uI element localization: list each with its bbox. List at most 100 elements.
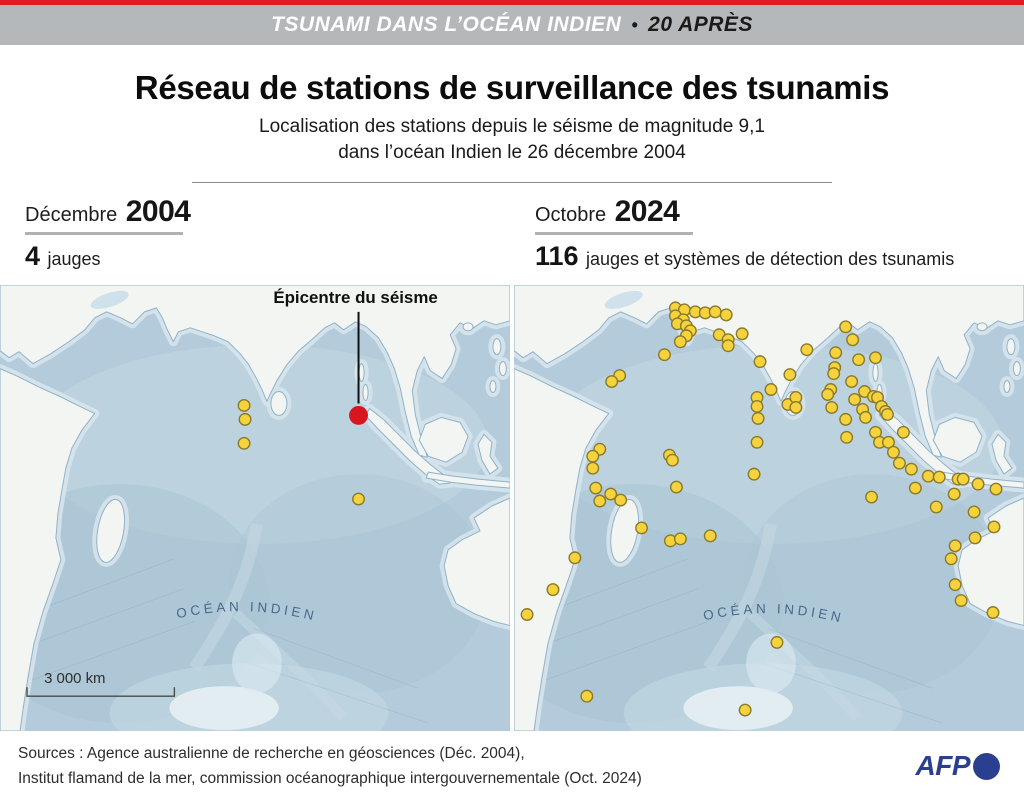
period-year: 2024 <box>614 195 680 229</box>
station-count-label: jauges <box>47 248 101 269</box>
station-dot <box>669 480 683 494</box>
afp-logo: AFP <box>915 750 1000 782</box>
station-dot <box>886 446 900 460</box>
afp-wordmark: AFP <box>915 750 971 782</box>
station-dot <box>968 531 982 545</box>
station-count: 116 <box>535 240 579 271</box>
top-red-bar <box>0 0 1024 5</box>
station-dot <box>859 411 873 425</box>
page-subtitle: Localisation des stations depuis le séis… <box>0 114 1024 165</box>
period-underline <box>25 232 183 235</box>
divider-rule <box>192 182 832 184</box>
station-dot <box>586 461 600 475</box>
station-dot <box>892 457 906 470</box>
station-dot <box>605 375 619 389</box>
station-dot <box>520 608 534 622</box>
station-dot <box>827 367 841 381</box>
station-dot <box>546 583 560 597</box>
source-line-2: Institut flamand de la mer, commission o… <box>18 770 642 788</box>
station-dot <box>750 436 764 450</box>
station-dot <box>956 472 970 486</box>
station-dot <box>971 477 985 491</box>
station-dot <box>589 481 603 495</box>
station-count-label: jauges et systèmes de détection des tsun… <box>586 248 955 269</box>
footer: Sources : Agence australienne de recherc… <box>0 731 1024 791</box>
station-count: 4 <box>25 240 41 271</box>
kicker-series-title: TSUNAMI DANS L’OCÉAN INDIEN <box>271 13 622 36</box>
station-dot <box>908 481 922 495</box>
period-line: Octobre 2024 <box>535 195 1024 229</box>
station-dot <box>948 578 962 592</box>
station-dot <box>986 606 1000 620</box>
period-underline <box>535 232 693 235</box>
station-dot <box>604 487 618 501</box>
station-dot <box>657 348 671 362</box>
station-dot <box>821 388 835 402</box>
station-dot <box>840 431 854 445</box>
station-dot <box>751 412 765 426</box>
station-dot <box>848 393 862 407</box>
station-dot <box>929 500 943 514</box>
station-dot <box>593 494 607 508</box>
station-dot <box>825 401 839 415</box>
subtitle-line-2: dans l’océan Indien le 26 décembre 2004 <box>338 141 686 163</box>
station-dot <box>839 413 853 427</box>
station-dot <box>839 320 853 334</box>
panel-header-2024: Octobre 2024 116 jauges et systèmes de d… <box>513 195 1024 283</box>
period-month: Décembre <box>25 204 118 227</box>
station-dot <box>800 343 814 357</box>
station-dot <box>635 521 649 535</box>
maps-row: OCÉAN INDIEN Épicentre du séisme 3 000 km … <box>0 285 1024 732</box>
afp-circle-icon <box>973 752 1000 780</box>
station-dot <box>865 490 879 504</box>
epicenter-dot <box>349 406 368 426</box>
station-dot <box>869 351 882 365</box>
station-dot <box>237 437 251 451</box>
station-dot <box>829 346 843 360</box>
station-dot <box>764 383 778 397</box>
station-dot <box>954 594 968 608</box>
station-dot <box>880 408 894 422</box>
station-dot <box>770 636 784 650</box>
station-dot <box>747 467 761 481</box>
station-dot <box>921 469 935 483</box>
station-dot <box>753 355 767 369</box>
station-dot <box>948 539 962 553</box>
station-dot <box>673 532 687 546</box>
station-dot <box>987 520 1001 534</box>
sources-note: Sources : Agence australienne de recherc… <box>18 741 642 791</box>
station-dot <box>989 482 1003 496</box>
station-dot <box>904 462 918 476</box>
station-dot <box>719 308 733 322</box>
station-dot <box>580 689 594 703</box>
station-dot <box>852 353 866 367</box>
station-dot <box>586 450 600 463</box>
period-line: Décembre 2004 <box>25 195 513 229</box>
station-dot <box>735 327 749 341</box>
station-dot <box>721 339 735 353</box>
kicker-bullet: • <box>631 14 639 35</box>
station-dot <box>789 401 803 415</box>
kicker-episode: 20 APRÈS <box>648 13 753 36</box>
map-2024: OCÉAN INDIEN <box>514 285 1024 732</box>
station-dot <box>673 335 687 349</box>
station-dot <box>947 487 961 501</box>
count-line: 116 jauges et systèmes de détection des … <box>535 241 1024 272</box>
scale-label: 3 000 km <box>44 670 105 687</box>
period-year: 2004 <box>125 195 191 229</box>
scale-bar <box>26 687 176 698</box>
station-dot <box>896 426 910 440</box>
count-line: 4 jauges <box>25 241 513 272</box>
station-dot <box>967 505 981 519</box>
station-dot <box>738 703 752 717</box>
source-line-1: Sources : Agence australienne de recherc… <box>18 745 525 763</box>
station-dot <box>614 493 628 507</box>
period-month: Octobre <box>535 204 607 227</box>
page-title: Réseau de stations de surveillance des t… <box>134 69 890 106</box>
station-dot <box>783 368 797 382</box>
epicenter-label: Épicentre du séisme <box>273 288 437 307</box>
panel-header-2004: Décembre 2004 4 jauges <box>0 195 513 283</box>
station-dot <box>708 305 722 319</box>
station-dot <box>932 470 946 484</box>
